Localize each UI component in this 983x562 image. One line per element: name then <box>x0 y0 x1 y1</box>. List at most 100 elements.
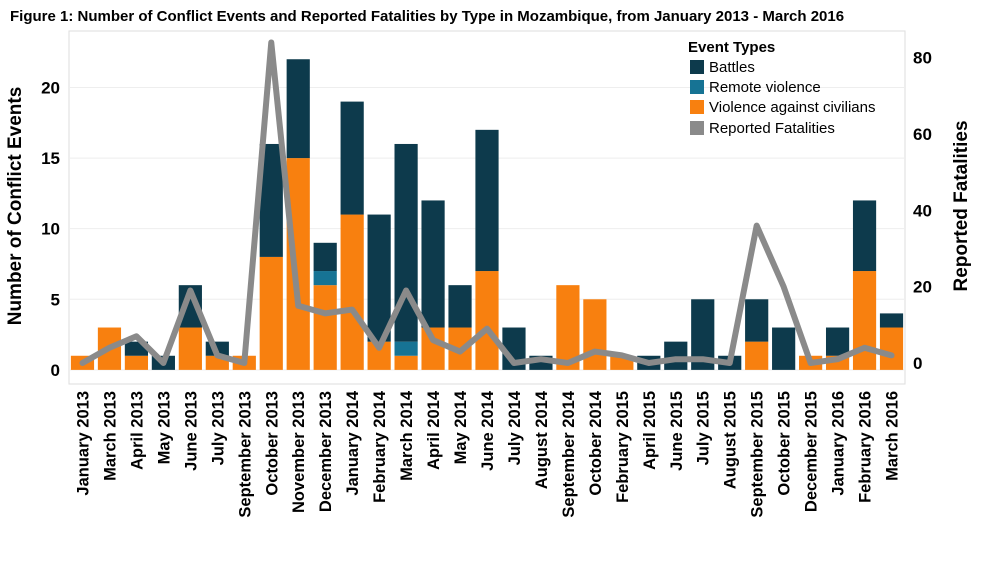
bar-violence-against-civilians <box>313 285 337 370</box>
bar-battles <box>421 200 445 328</box>
bar-violence-against-civilians <box>745 341 769 370</box>
plot-frame <box>68 30 906 385</box>
fatalities-point <box>810 362 812 364</box>
legend-swatch-reported-fatalities <box>690 121 704 135</box>
x-tick-label: February 2015 <box>614 391 632 503</box>
x-tick-label: June 2014 <box>479 390 497 471</box>
x-tick-label: January 2016 <box>830 391 848 496</box>
fatalities-point <box>891 354 893 356</box>
fatalities-point <box>243 362 245 364</box>
fatalities-point <box>216 354 218 356</box>
y-tick-label: 20 <box>41 78 60 97</box>
x-tick-label: March 2016 <box>884 391 902 481</box>
fatalities-point <box>702 358 704 360</box>
chart-title: Figure 1: Number of Conflict Events and … <box>10 8 844 25</box>
legend-swatch-battles <box>690 60 704 74</box>
bar-violence-against-civilians <box>367 341 391 370</box>
fatalities-point <box>459 351 461 353</box>
bar-violence-against-civilians <box>583 299 607 370</box>
x-tick-label: December 2013 <box>317 391 335 512</box>
y-ticks: 0 5 10 15 20 <box>41 78 60 379</box>
bar-battles <box>367 214 391 342</box>
x-tick-label: October 2013 <box>263 391 281 496</box>
x-tick-label: July 2015 <box>695 391 713 465</box>
fatalities-point <box>297 305 299 307</box>
x-tick-label: May 2013 <box>155 391 173 464</box>
x-tick-label: October 2015 <box>776 391 794 496</box>
bar-battles <box>394 143 418 342</box>
fatalities-point <box>432 339 434 341</box>
x-tick-label: October 2014 <box>587 390 605 495</box>
legend-label-reported-fatalities: Reported Fatalities <box>709 120 835 137</box>
fatalities-point <box>648 362 650 364</box>
x-tick-label: July 2013 <box>209 391 227 465</box>
fatalities-point <box>621 354 623 356</box>
fatalities-point <box>81 362 83 364</box>
bar-remote-violence <box>394 341 418 356</box>
fatalities-point <box>567 362 569 364</box>
x-tick-label: August 2015 <box>722 391 740 489</box>
fatalities-point <box>135 335 137 337</box>
legend-swatch-remote-violence <box>690 80 704 94</box>
x-tick-label: January 2013 <box>74 391 92 496</box>
bar-violence-against-civilians <box>259 256 283 370</box>
x-tick-label: March 2013 <box>101 391 119 481</box>
bar-battles <box>772 327 796 370</box>
bar-violence-against-civilians <box>178 327 202 370</box>
x-tick-label: February 2016 <box>857 391 875 503</box>
x-tick-label: March 2014 <box>398 390 416 481</box>
fatalities-point <box>378 347 380 349</box>
y-axis-title: Number of Conflict Events <box>5 87 26 326</box>
x-tick-label: April 2013 <box>128 391 146 470</box>
legend-label-remote-violence: Remote violence <box>709 79 821 96</box>
x-tick-label: July 2014 <box>506 390 524 465</box>
bar-battles <box>259 143 283 257</box>
x-tick-label: February 2014 <box>371 390 389 503</box>
fatalities-point <box>513 362 515 364</box>
bar-violence-against-civilians <box>394 355 418 370</box>
x-tick-label: September 2014 <box>560 390 578 517</box>
bar-violence-against-civilians <box>340 214 364 370</box>
fatalities-point <box>351 309 353 311</box>
y2-axis-title: Reported Fatalities <box>951 120 972 291</box>
legend: Event Types Battles Remote violence Viol… <box>688 39 876 137</box>
bar-battles <box>825 327 850 356</box>
y-tick-label: 10 <box>41 220 60 239</box>
x-tick-label: November 2013 <box>290 391 308 513</box>
bar-violence-against-civilians <box>286 158 310 370</box>
x-tick-label: June 2013 <box>182 391 200 471</box>
bar-violence-against-civilians <box>556 285 580 370</box>
x-tick-label: September 2015 <box>749 391 767 518</box>
bar-battles <box>691 299 715 370</box>
y2-tick-label: 60 <box>913 125 932 144</box>
legend-label-battles: Battles <box>709 59 755 76</box>
legend-swatch-violence-against-civilians <box>690 100 704 114</box>
fatalities-point <box>405 290 407 292</box>
fatalities-point <box>324 312 326 314</box>
bar-violence-against-civilians <box>879 327 904 370</box>
fatalities-point <box>675 358 677 360</box>
fatalities-point <box>756 225 758 227</box>
y-tick-label: 5 <box>51 290 60 309</box>
fatalities-point <box>783 286 785 288</box>
fatalities-point <box>864 347 866 349</box>
bar-battles <box>313 242 337 272</box>
bar-violence-against-civilians <box>852 271 877 370</box>
x-tick-label: April 2015 <box>641 391 659 470</box>
bar-violence-against-civilians <box>475 271 499 370</box>
y-tick-label: 15 <box>41 149 60 168</box>
fatalities-point <box>486 328 488 330</box>
y2-tick-label: 80 <box>913 49 932 68</box>
bars-layer <box>70 59 904 370</box>
x-ticks: January 2013 March 2013 April 2013 May 2013… <box>74 390 901 517</box>
bar-battles <box>745 299 769 342</box>
x-tick-label: April 2014 <box>425 390 443 470</box>
fatalities-point <box>162 362 164 364</box>
fatalities-point <box>189 290 191 292</box>
bar-battles <box>475 129 499 272</box>
y-tick-label: 0 <box>51 361 60 380</box>
y2-ticks: 0 20 40 60 80 <box>913 49 932 373</box>
x-tick-label: September 2013 <box>236 391 254 518</box>
bar-battles <box>879 313 904 328</box>
